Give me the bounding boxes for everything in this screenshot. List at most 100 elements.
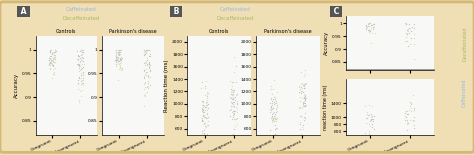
Point [299, 90, 307, 93]
Point [299, 86, 306, 89]
Point [78, 67, 86, 69]
Point [410, 116, 418, 118]
Point [113, 54, 120, 57]
Point [301, 99, 309, 101]
Point [272, 102, 279, 104]
Point [112, 55, 120, 57]
Point [49, 63, 57, 66]
Point [199, 108, 206, 110]
Point [114, 58, 121, 60]
Point [403, 110, 411, 113]
Point [46, 49, 53, 51]
Point [200, 132, 208, 135]
Point [46, 62, 53, 64]
Point [117, 59, 125, 62]
Point [300, 102, 308, 104]
Point [301, 83, 309, 86]
Point [227, 104, 235, 107]
Point [75, 64, 82, 66]
Point [273, 127, 280, 129]
Point [118, 67, 126, 69]
Point [143, 71, 151, 74]
Point [142, 51, 150, 54]
Point [228, 98, 235, 101]
Point [405, 45, 412, 47]
Point [407, 110, 415, 113]
Point [51, 58, 59, 61]
Point [272, 110, 280, 113]
Point [365, 30, 373, 33]
Point [273, 116, 281, 119]
Point [78, 74, 85, 76]
Point [365, 29, 373, 31]
Point [140, 61, 148, 64]
Point [233, 106, 240, 108]
Point [79, 83, 87, 86]
Point [231, 125, 238, 127]
Point [364, 117, 371, 119]
Point [367, 112, 375, 115]
Point [370, 26, 377, 29]
Point [268, 104, 276, 107]
Point [77, 95, 84, 97]
Point [229, 132, 237, 135]
Point [266, 108, 274, 110]
Point [297, 132, 304, 135]
Point [227, 96, 234, 99]
Point [141, 95, 148, 97]
Point [231, 71, 238, 73]
Point [142, 51, 150, 54]
Point [199, 99, 207, 102]
Point [51, 55, 58, 58]
Point [268, 106, 275, 109]
Point [297, 121, 304, 123]
Point [48, 63, 56, 66]
Point [140, 51, 147, 53]
Point [269, 112, 277, 115]
Point [115, 67, 123, 70]
Point [301, 97, 309, 100]
Point [299, 91, 307, 93]
Point [365, 103, 373, 106]
Point [201, 116, 208, 118]
Point [229, 93, 237, 95]
Point [112, 49, 120, 51]
Point [302, 82, 310, 84]
Point [270, 117, 277, 119]
Point [141, 64, 148, 66]
Point [112, 56, 119, 58]
Point [233, 101, 241, 104]
Point [47, 60, 55, 62]
Point [296, 123, 304, 125]
Point [232, 95, 239, 98]
Point [202, 105, 210, 108]
Point [228, 92, 236, 95]
Point [366, 119, 374, 122]
Point [301, 94, 309, 96]
Point [52, 50, 59, 53]
Point [268, 102, 275, 105]
Point [73, 58, 81, 60]
Point [368, 123, 375, 125]
Point [114, 52, 122, 54]
Point [77, 82, 85, 85]
Point [410, 119, 418, 121]
Point [403, 119, 411, 122]
Point [296, 100, 304, 103]
Point [143, 64, 150, 66]
Point [117, 64, 124, 66]
Point [144, 76, 152, 78]
Point [302, 96, 310, 99]
Point [140, 68, 147, 71]
Point [117, 61, 125, 63]
Point [403, 129, 410, 132]
Point [78, 57, 85, 59]
Point [228, 118, 235, 120]
Point [300, 84, 307, 87]
Point [116, 50, 123, 53]
Point [51, 56, 59, 58]
Point [230, 128, 238, 130]
Point [75, 75, 83, 78]
Point [403, 33, 410, 35]
Point [79, 89, 86, 92]
